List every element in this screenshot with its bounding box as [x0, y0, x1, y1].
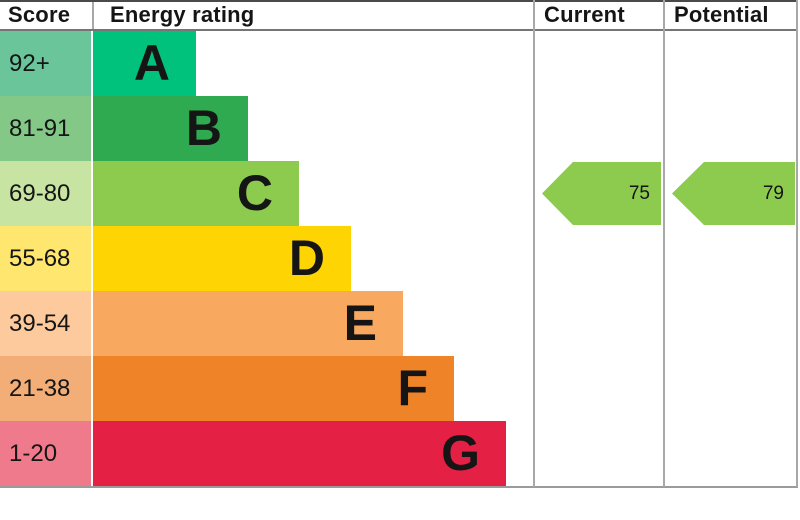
header-score-label: Score — [8, 2, 71, 27]
rating-bar-d: D — [93, 226, 351, 291]
rating-letter-b: B — [185, 99, 222, 156]
score-range-c: 69-80 — [0, 161, 91, 226]
potential-arrow: 79 — [672, 162, 795, 225]
rating-bar-a: A — [93, 31, 196, 96]
rating-bar-c: C — [93, 161, 299, 226]
band-row-f: 21-38 F — [0, 356, 533, 421]
header-bottom-line — [0, 29, 798, 31]
rating-letter-d: D — [288, 229, 325, 286]
rating-bar-e: E — [93, 291, 403, 356]
score-range-d: 55-68 — [0, 226, 91, 291]
band-row-b: 81-91 B — [0, 96, 533, 161]
score-range-g: 1-20 — [0, 421, 91, 486]
current-column-divider — [533, 0, 535, 487]
score-column-divider — [92, 2, 94, 29]
rating-bands: 92+ A 81-91 B 69-80 C 55-68 D 39-54 E 21… — [0, 31, 533, 486]
rating-letter-f: F — [397, 359, 428, 416]
band-row-a: 92+ A — [0, 31, 533, 96]
rating-letter-e: E — [343, 294, 377, 351]
score-range-f: 21-38 — [0, 356, 91, 421]
rating-letter-g: G — [441, 424, 480, 481]
potential-value: 79 — [762, 183, 784, 204]
band-row-e: 39-54 E — [0, 291, 533, 356]
band-row-c: 69-80 C — [0, 161, 533, 226]
table-bottom-line — [0, 486, 798, 488]
header-potential-label: Potential — [674, 2, 769, 27]
header-row: Score Energy rating Current Potential — [0, 0, 798, 30]
current-value: 75 — [628, 183, 650, 204]
header-energy-rating-label: Energy rating — [110, 2, 255, 27]
rating-letter-c: C — [236, 164, 273, 221]
rating-bar-f: F — [93, 356, 454, 421]
current-arrow: 75 — [542, 162, 661, 225]
band-row-d: 55-68 D — [0, 226, 533, 291]
rating-bar-g: G — [93, 421, 506, 486]
band-row-g: 1-20 G — [0, 421, 533, 486]
right-border-line — [796, 0, 798, 487]
potential-column-divider — [663, 0, 665, 487]
score-range-e: 39-54 — [0, 291, 91, 356]
rating-letter-a: A — [133, 34, 170, 91]
score-range-b: 81-91 — [0, 96, 91, 161]
score-range-a: 92+ — [0, 31, 91, 96]
rating-bar-b: B — [93, 96, 248, 161]
header-current-label: Current — [544, 2, 625, 27]
top-border-line — [0, 0, 798, 2]
